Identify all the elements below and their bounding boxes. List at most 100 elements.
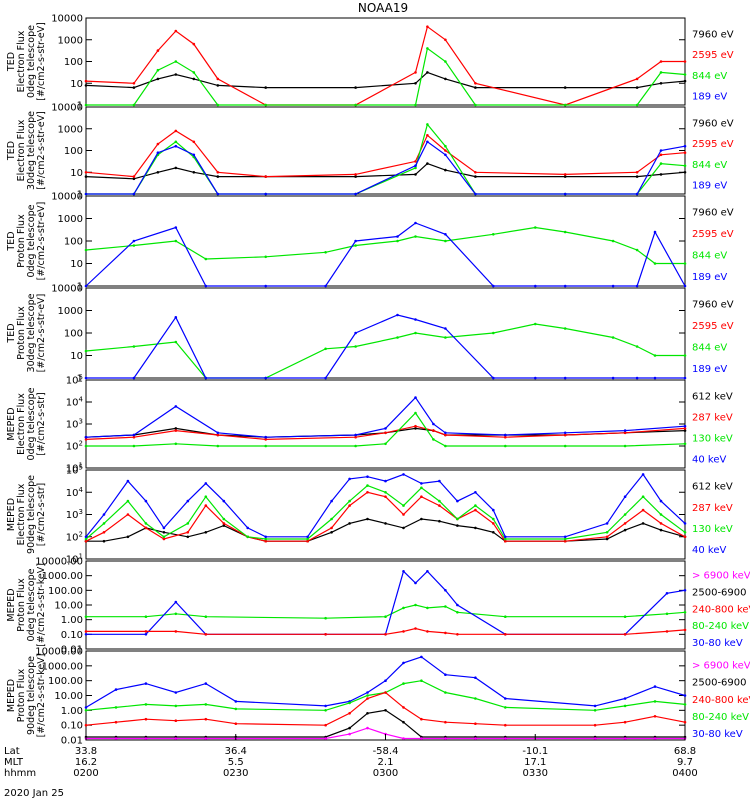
ytick-label: 1.00	[61, 706, 83, 717]
series-red-point	[414, 627, 417, 630]
series-green-point	[426, 606, 429, 610]
series-green-point	[174, 612, 178, 616]
series-blue-point	[192, 153, 196, 157]
series-red-point	[420, 717, 423, 721]
footer-row-label: hhmm	[4, 768, 36, 779]
series-green-point	[174, 60, 178, 63]
series-red-point	[384, 431, 387, 435]
series-green-point	[162, 535, 166, 539]
ytick-label: 100.00	[48, 676, 83, 687]
legend-entry: 612 keV	[692, 391, 733, 402]
ytick-exponent: 1	[79, 553, 83, 561]
series-red-point	[132, 435, 136, 439]
series-red-point	[84, 438, 88, 441]
ytick-label: 100	[64, 329, 83, 340]
ylabel-line: TED	[6, 52, 17, 72]
series-magenta-point	[504, 737, 507, 740]
series-green-point	[186, 522, 190, 525]
legend-entry: 189 eV	[692, 364, 727, 375]
series-green-point	[264, 103, 268, 107]
series-red-point	[438, 504, 441, 507]
series-green-line	[85, 484, 686, 540]
series-black-point	[354, 175, 357, 178]
series-green-point	[264, 537, 268, 541]
series-blue-point	[635, 284, 639, 288]
series-black-point	[354, 86, 357, 89]
series-black-line	[85, 162, 686, 180]
series-green-point	[623, 704, 627, 708]
series-blue-point	[396, 235, 399, 238]
ytick-label: 1000.00	[42, 661, 83, 672]
series-red-point	[132, 175, 136, 178]
series-blue-point	[444, 153, 447, 157]
series-green-point	[659, 162, 663, 165]
series-red-point	[84, 723, 88, 727]
series-green-point	[635, 345, 639, 348]
xtick-mlt: 2.1	[378, 757, 394, 768]
series-green-point	[354, 103, 357, 107]
legend-entry: 7960 eV	[692, 208, 734, 219]
series-blue-point	[204, 682, 208, 685]
ytick-exponent: 3	[79, 508, 83, 516]
series-red-point	[84, 79, 88, 83]
series-blue-point	[306, 535, 309, 539]
series-blue-point	[402, 661, 405, 665]
series-magenta-point	[420, 737, 423, 740]
legend-entry: > 6900 keV	[692, 570, 750, 581]
series-blue-point	[683, 694, 687, 697]
series-black-point	[683, 79, 687, 83]
series-blue-point	[84, 192, 88, 196]
series-red-point	[683, 151, 687, 154]
series-green-point	[444, 60, 447, 63]
series-blue-point	[623, 697, 627, 700]
series-green-point	[563, 327, 567, 330]
series-red-point	[414, 160, 417, 163]
series-red-point	[234, 722, 238, 725]
series-black-point	[84, 84, 88, 87]
series-green-point	[384, 615, 387, 618]
legend-entry: 80-240 keV	[692, 712, 749, 723]
series-blue-point	[641, 473, 645, 476]
series-green-point	[492, 517, 495, 521]
series-red-point	[474, 82, 477, 85]
ylabel-line: [#/cm2-s-str-eV]	[36, 202, 47, 281]
series-green-point	[474, 103, 477, 107]
series-blue-point	[264, 192, 268, 196]
series-green-point	[348, 701, 351, 705]
ytick-label: 10000	[51, 14, 83, 25]
panel-8: 10000.00 1000.00 100.00 10.00 1.00 0.10 0.01 ME…	[6, 647, 750, 747]
series-blue-point	[84, 706, 88, 709]
series-blue-point	[683, 424, 687, 428]
series-red-point	[204, 504, 208, 507]
ylabel-line: 90deg telescope	[26, 656, 37, 735]
series-black-point	[426, 71, 429, 74]
series-green-point	[222, 517, 226, 521]
series-black-point	[414, 82, 417, 85]
series-red-point	[162, 537, 166, 541]
series-black-point	[216, 175, 220, 178]
series-red-point	[264, 438, 268, 441]
series-green-point	[204, 615, 208, 618]
series-blue-point	[264, 435, 268, 439]
series-red-point	[623, 633, 627, 636]
ytick-label: 10000	[51, 103, 83, 114]
ylabel-line: [#/cm2-s-str-keV]	[36, 563, 47, 647]
series-blue-point	[683, 589, 687, 592]
series-blue-line	[85, 473, 686, 538]
series-blue-point	[354, 192, 357, 196]
legend-entry: 189 eV	[692, 181, 727, 192]
series-blue-point	[683, 522, 687, 525]
series-red-point	[324, 633, 327, 636]
ytick-label: 104	[66, 396, 84, 409]
series-red-point	[623, 522, 627, 525]
series-green-point	[396, 336, 399, 339]
series-red-point	[504, 435, 507, 439]
panel-3: 10000 1000 100 10 1 TED Proton Flux 0deg telesc…	[6, 192, 734, 293]
series-green-point	[84, 709, 88, 712]
series-blue-point	[635, 192, 639, 196]
series-blue-point	[216, 431, 220, 435]
ytick-exponent: 2	[79, 530, 83, 538]
series-red-point	[216, 433, 220, 437]
